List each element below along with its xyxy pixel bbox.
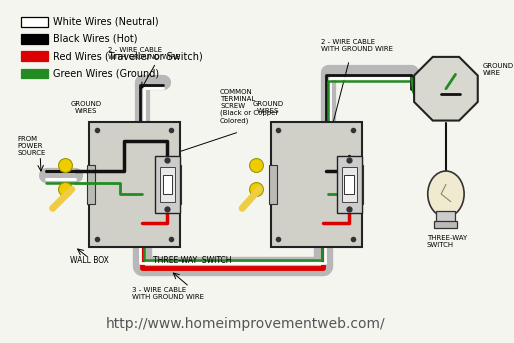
Text: GROUND
WIRES: GROUND WIRES	[252, 102, 284, 114]
Bar	[434, 221, 457, 228]
Bar	[89, 122, 180, 247]
Text: http://www.homeimprovementweb.com/: http://www.homeimprovementweb.com/	[106, 317, 386, 331]
Bar	[271, 122, 362, 247]
Polygon shape	[414, 57, 478, 120]
Ellipse shape	[428, 171, 464, 217]
Bar	[344, 175, 354, 194]
Text: THREE-WAY
SWITCH: THREE-WAY SWITCH	[427, 235, 467, 248]
Text: Black Wires (Hot): Black Wires (Hot)	[52, 34, 137, 44]
Bar	[337, 156, 362, 213]
Text: GROUND
WIRES: GROUND WIRES	[70, 102, 102, 114]
Bar	[155, 156, 180, 213]
Text: Green Wires (Ground): Green Wires (Ground)	[52, 68, 159, 79]
Bar	[355, 165, 363, 203]
Bar	[21, 51, 48, 61]
Bar	[21, 17, 48, 26]
Bar	[269, 165, 277, 203]
Text: WALL BOX: WALL BOX	[70, 257, 109, 265]
Text: COMMON
TERMINAL
SCREW
(Black or Copper
Colored): COMMON TERMINAL SCREW (Black or Copper C…	[220, 89, 279, 124]
Bar	[21, 34, 48, 44]
Bar	[173, 165, 181, 203]
Text: GROUND
WIRE: GROUND WIRE	[482, 63, 513, 76]
Bar	[87, 165, 95, 203]
Bar	[21, 69, 48, 78]
Text: Red Wires (Traveller or Switch): Red Wires (Traveller or Switch)	[52, 51, 203, 61]
Text: White Wires (Neutral): White Wires (Neutral)	[52, 17, 158, 27]
Bar	[436, 211, 455, 223]
Bar	[162, 175, 172, 194]
Text: 2 - WIRE CABLE
WITH GROUND WIRE: 2 - WIRE CABLE WITH GROUND WIRE	[321, 39, 393, 52]
Text: 2 - WIRE CABLE
WITH GROUND WIRE: 2 - WIRE CABLE WITH GROUND WIRE	[108, 47, 180, 60]
Text: 3 - WIRE CABLE
WITH GROUND WIRE: 3 - WIRE CABLE WITH GROUND WIRE	[132, 287, 204, 300]
Text: FROM
POWER
SOURCE: FROM POWER SOURCE	[17, 136, 46, 156]
Bar	[160, 167, 175, 202]
Text: THREE-WAY  SWITCH: THREE-WAY SWITCH	[153, 257, 232, 265]
Bar	[342, 167, 357, 202]
